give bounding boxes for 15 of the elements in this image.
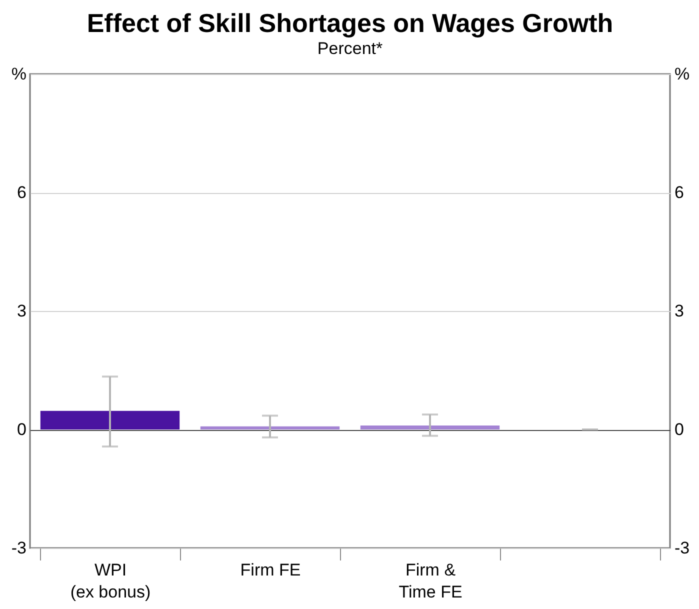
y2-tick-label: 6 bbox=[674, 183, 684, 202]
chart-title: Effect of Skill Shortages on Wages Growth bbox=[86, 8, 614, 38]
chart-subtitle: Percent* bbox=[317, 39, 383, 58]
y-tick-label: 3 bbox=[17, 302, 26, 320]
y-tick-label: 0 bbox=[17, 420, 26, 439]
y2-tick-label: 3 bbox=[674, 302, 684, 320]
y2-tick-label: % bbox=[674, 64, 690, 84]
x-tick-label: WPI (ex bonus) bbox=[70, 560, 151, 602]
x-tick-label: Firm FE bbox=[240, 560, 301, 580]
y-tick-label: 6 bbox=[17, 183, 26, 202]
x-tick-label: Firm & Time FE bbox=[398, 560, 462, 602]
y-tick-label: % bbox=[11, 64, 26, 84]
y2-tick-label: -3 bbox=[674, 538, 690, 558]
y-tick-label: -3 bbox=[11, 538, 26, 558]
y2-tick-label: 0 bbox=[674, 420, 684, 439]
